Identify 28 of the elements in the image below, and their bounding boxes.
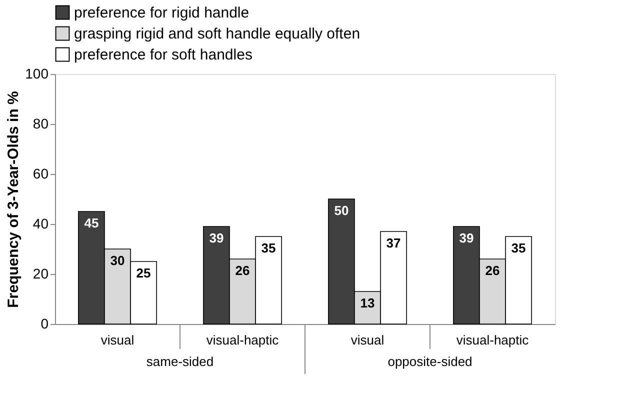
legend-label: preference for soft handles [74, 46, 252, 64]
data-label: 26 [485, 263, 500, 278]
data-label: 37 [386, 236, 401, 250]
data-label: 50 [334, 203, 349, 218]
y-tick-label: 0 [40, 316, 49, 332]
text: opposite-sided [388, 354, 472, 369]
data-label: 30 [110, 253, 125, 268]
data-label: 35 [511, 240, 526, 256]
data-label: 45 [84, 216, 99, 230]
data-label: 39 [459, 230, 474, 246]
data-label: 13 [360, 296, 375, 310]
y-tick-label: 20 [32, 266, 49, 282]
y-axis-title: Frequency of 3-Year-Olds in % [5, 91, 22, 308]
data-label: 39 [209, 230, 224, 246]
x-tick-label: visual [100, 332, 134, 348]
y-tick-label: 40 [32, 216, 49, 232]
legend-label: grasping rigid and soft handle equally often [74, 26, 360, 42]
data-label: 35 [261, 240, 276, 256]
y-tick-label: 100 [25, 66, 49, 82]
text: same-sided [146, 354, 214, 369]
x-tick-label: visual [350, 332, 384, 348]
x-tick-label: visual-haptic [456, 332, 530, 348]
y-tick-label: 60 [32, 166, 49, 182]
legend-label: preference for rigid handle [74, 4, 250, 22]
x-tick-label: visual-haptic [206, 332, 280, 348]
data-label: 25 [136, 266, 151, 280]
data-label: 26 [235, 263, 250, 278]
y-tick-label: 80 [32, 116, 49, 132]
